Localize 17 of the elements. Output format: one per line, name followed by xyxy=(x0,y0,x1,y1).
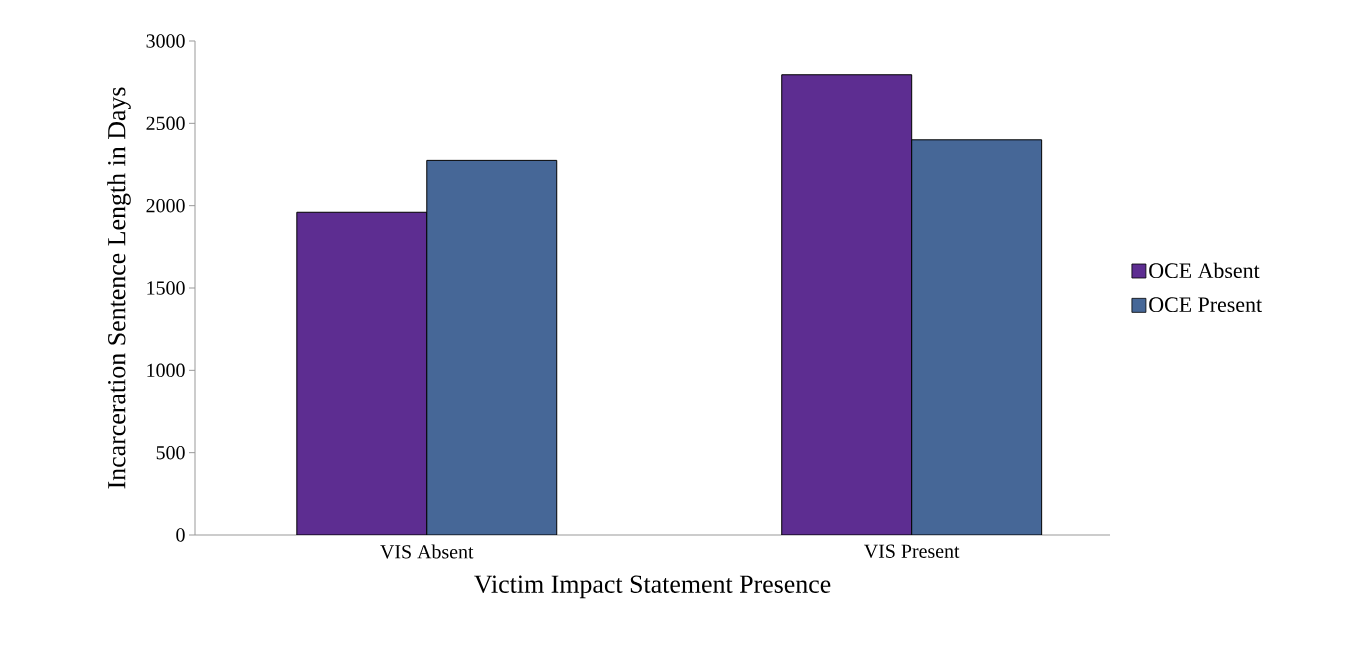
bar xyxy=(911,139,1043,535)
x-axis-title: Victim Impact Statement Presence xyxy=(474,575,831,599)
y-tick-label: 2000 xyxy=(146,198,185,213)
y-tick-label: 3000 xyxy=(146,34,185,48)
legend-label: OCE Present xyxy=(1149,297,1262,313)
legend-label: OCE Absent xyxy=(1149,262,1260,279)
y-tick-label: 0 xyxy=(176,528,185,542)
x-tick-label: VIS Present xyxy=(864,544,960,559)
bar xyxy=(781,74,913,535)
y-tick-label: 2500 xyxy=(146,116,185,131)
bar xyxy=(426,159,558,535)
x-tick-label: VIS Absent xyxy=(380,544,474,559)
y-tick-label: 1500 xyxy=(147,281,185,295)
bar xyxy=(296,211,428,535)
y-tick-label: 1000 xyxy=(147,363,185,378)
y-axis-title: Incarceration Sentence Length in Days xyxy=(107,87,131,489)
y-tick-label: 500 xyxy=(156,445,185,460)
